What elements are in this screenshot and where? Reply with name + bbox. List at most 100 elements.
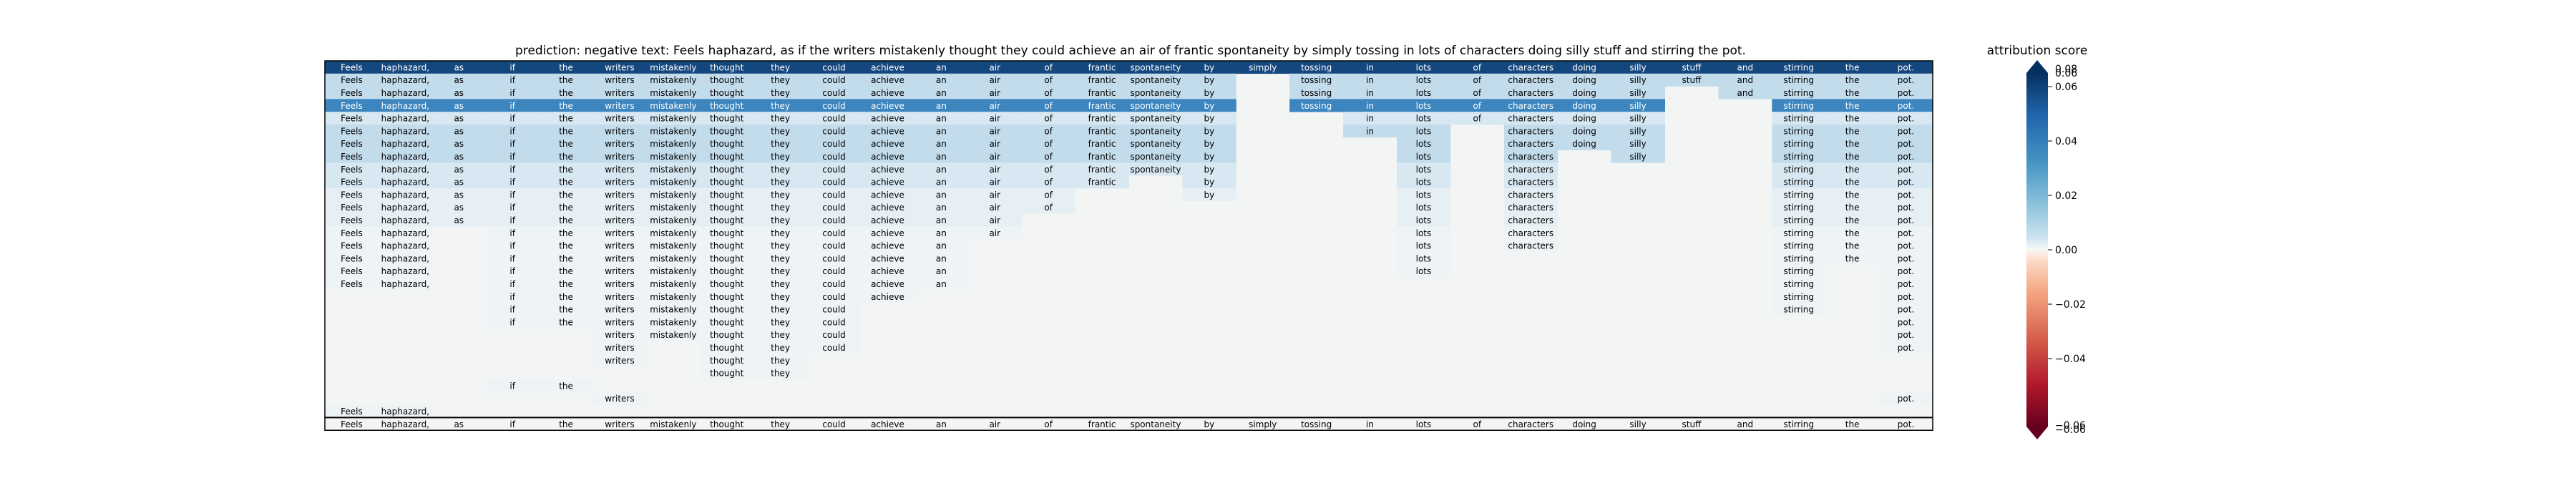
heatmap-cell [1289, 61, 1344, 74]
cell-token-label: of [1473, 75, 1482, 85]
cell-token-label: mistakenly [650, 190, 696, 200]
heatmap-cell [753, 137, 808, 150]
cell-token-label: achieve [871, 88, 904, 98]
heatmap-cell [1772, 264, 1826, 278]
heatmap-cell [1557, 86, 1612, 99]
heatmap-cell [1718, 86, 1772, 99]
cell-token-label: pot. [1898, 228, 1914, 238]
heatmap-cell [914, 226, 969, 240]
cell-token-label: Feels [341, 88, 363, 98]
reference-token-label: silly [1629, 419, 1646, 429]
heatmap-cell [1021, 162, 1076, 176]
heatmap-cell [325, 99, 379, 112]
cell-token-label: if [509, 215, 515, 225]
heatmap-cell [914, 99, 969, 112]
heatmap-cell [592, 391, 647, 405]
cell-token-label: of [1044, 101, 1053, 111]
reference-token-label: the [559, 419, 573, 429]
cell-token-label: writers [605, 165, 634, 175]
heatmap-cell [485, 290, 540, 303]
heatmap-cell [378, 125, 433, 138]
cell-token-label: Feels [341, 165, 363, 175]
heatmap-cell [1021, 86, 1076, 99]
heatmap-cell [807, 99, 862, 112]
cell-token-label: they [771, 177, 790, 188]
colorbar-tick-label: −0.02 [2055, 299, 2086, 311]
heatmap-cell [700, 188, 754, 202]
cell-token-label: they [771, 228, 790, 238]
cell-token-label: haphazard, [381, 279, 429, 289]
cell-token-label: spontaneity [1130, 165, 1181, 175]
cell-token-label: Feels [341, 114, 363, 124]
cell-token-label: writers [605, 253, 634, 263]
cell-token-label: the [559, 114, 573, 124]
cell-token-label: writers [605, 101, 634, 111]
heatmap-cell [807, 303, 862, 316]
cell-token-label: thought [710, 114, 743, 124]
heatmap-cell [1343, 61, 1397, 74]
cell-token-label: the [559, 139, 573, 149]
heatmap-cell [325, 404, 379, 418]
cell-token-label: achieve [871, 114, 904, 124]
heatmap-cell [1397, 99, 1451, 112]
cell-token-label: the [559, 381, 573, 391]
heatmap-cell [914, 73, 969, 87]
heatmap-cell [485, 137, 540, 150]
heatmap-cell [1397, 213, 1451, 227]
colorbar-gradient [2026, 73, 2048, 427]
heatmap-cell [1075, 137, 1129, 150]
cell-token-label: as [454, 75, 464, 85]
cell-token-label: achieve [871, 215, 904, 225]
cell-token-label: if [509, 177, 515, 188]
cell-token-label: an [936, 114, 947, 124]
cell-token-label: tossing [1301, 62, 1332, 72]
cell-token-label: stirring [1783, 88, 1814, 98]
heatmap-cell [753, 99, 808, 112]
heatmap-cell [1021, 175, 1076, 189]
cell-token-label: in [1366, 75, 1374, 85]
cell-token-label: could [822, 114, 846, 124]
heatmap-cell [646, 226, 701, 240]
heatmap-cell [1021, 73, 1076, 87]
heatmap-cell [967, 175, 1023, 189]
heatmap-cell [646, 73, 701, 87]
cell-token-label: of [1044, 190, 1053, 200]
cell-token-label: the [559, 317, 573, 327]
heatmap-cell [1182, 73, 1236, 87]
cell-token-label: spontaneity [1130, 101, 1181, 111]
cell-token-label: if [509, 126, 515, 136]
heatmap-cell [592, 290, 647, 303]
reference-token-label: achieve [871, 419, 904, 429]
heatmap-cell [753, 354, 808, 367]
heatmap-cell [807, 86, 862, 99]
colorbar-extend-bottom [2026, 427, 2048, 439]
heatmap-cell [1128, 150, 1183, 163]
cell-token-label: the [1845, 139, 1860, 149]
heatmap-cell [1289, 73, 1344, 87]
cell-token-label: pot. [1898, 62, 1914, 72]
heatmap-cell [1879, 99, 1933, 112]
heatmap-cell [1397, 125, 1451, 138]
heatmap-cell [431, 112, 487, 125]
heatmap-cell [807, 125, 862, 138]
cell-token-label: mistakenly [650, 253, 696, 263]
heatmap-cell [1397, 150, 1451, 163]
cell-token-label: writers [605, 305, 634, 315]
reference-token-label: spontaneity [1130, 419, 1181, 429]
heatmap-cell [1557, 73, 1612, 87]
heatmap-cell [1075, 125, 1129, 138]
heatmap-cell [1128, 137, 1183, 150]
cell-token-label: if [509, 292, 515, 302]
cell-token-label: as [454, 88, 464, 98]
cell-token-label: stirring [1783, 215, 1814, 225]
cell-token-label: if [509, 241, 515, 251]
colorbar-tick-label: 0.00 [2055, 245, 2077, 256]
reference-token-label: if [509, 419, 515, 429]
cell-token-label: in [1366, 88, 1374, 98]
reference-token-label: could [822, 419, 846, 429]
cell-token-label: silly [1629, 75, 1646, 85]
heatmap-cell [485, 61, 540, 74]
reference-token-label: frantic [1088, 419, 1116, 429]
heatmap-cell [1021, 137, 1076, 150]
heatmap-cell [1021, 99, 1076, 112]
